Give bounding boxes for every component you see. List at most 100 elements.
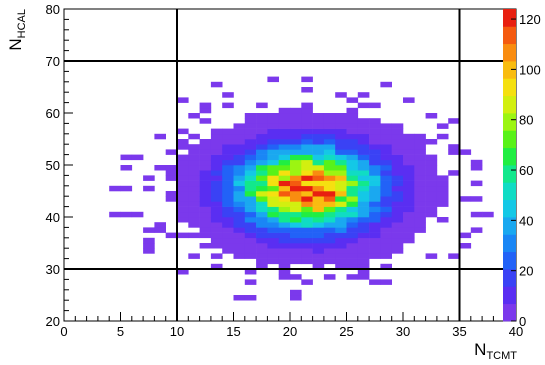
heatmap-bin — [222, 154, 234, 161]
heatmap-bin — [335, 237, 347, 244]
heatmap-bin — [335, 217, 347, 223]
heatmap-bin — [312, 237, 325, 244]
heatmap-bin — [210, 201, 223, 207]
heatmap-bin — [256, 144, 268, 150]
heatmap-bin — [369, 211, 381, 218]
heatmap-bin — [199, 243, 212, 249]
heatmap-bin — [222, 149, 234, 155]
y-axis-title-sub: HCAL — [16, 9, 28, 38]
heatmap-bin — [459, 243, 472, 249]
heatmap-bin — [267, 128, 279, 135]
heatmap-bin — [267, 258, 279, 265]
heatmap-bin — [244, 196, 257, 202]
heatmap-bin — [470, 211, 483, 218]
heatmap-bin — [323, 123, 336, 129]
heatmap-bin — [267, 159, 279, 166]
heatmap-bin — [233, 123, 246, 129]
heatmap-bin — [222, 232, 234, 239]
heatmap-bin — [391, 170, 404, 176]
heatmap-bin — [380, 191, 392, 197]
heatmap-bin — [335, 185, 347, 192]
heatmap-bin — [403, 139, 415, 145]
heatmap-bin — [369, 175, 381, 181]
heatmap-bin — [199, 175, 212, 181]
heatmap-bin — [244, 149, 257, 155]
y-tick-label: 70 — [46, 54, 60, 69]
heatmap-bin — [177, 185, 189, 192]
heatmap-bin — [403, 201, 415, 207]
heatmap-bin — [414, 133, 426, 140]
y-tick-label: 20 — [46, 314, 60, 329]
heatmap-bin — [256, 102, 268, 109]
heatmap-bin — [278, 139, 291, 145]
heatmap-bin — [425, 185, 438, 192]
heatmap-bin — [346, 201, 359, 207]
heatmap-bin — [278, 227, 291, 233]
heatmap-bin — [357, 191, 370, 197]
heatmap-bin — [312, 196, 325, 202]
heatmap-bin — [357, 232, 370, 239]
heatmap-bin — [233, 227, 246, 233]
heatmap-bin — [233, 191, 246, 197]
heatmap-bin — [222, 180, 234, 187]
heatmap-bin — [357, 269, 370, 275]
heatmap-bin — [436, 180, 449, 187]
heatmap-bin — [414, 206, 426, 213]
heatmap-bin — [403, 180, 415, 187]
heatmap-bin — [403, 237, 415, 244]
heatmap-bin — [369, 102, 381, 109]
heatmap-bin — [233, 253, 246, 259]
heatmap-bin — [414, 159, 426, 166]
heatmap-bin — [267, 180, 279, 187]
heatmap-bin — [414, 201, 426, 207]
heatmap-bin — [244, 159, 257, 166]
heatmap-bin — [436, 123, 449, 129]
heatmap-bin — [188, 232, 200, 239]
z-tick-label: 60 — [519, 163, 533, 178]
heatmap-bin — [459, 232, 472, 239]
heatmap-bin — [301, 258, 313, 265]
heatmap-bin — [357, 170, 370, 176]
heatmap-bin — [470, 196, 483, 202]
heatmap-bin — [143, 175, 155, 181]
heatmap-bin — [256, 170, 268, 176]
heatmap-bin — [403, 154, 415, 161]
heatmap-bin — [312, 133, 325, 140]
heatmap-bin — [267, 217, 279, 223]
heatmap-bin — [323, 113, 336, 119]
color-scale-segment — [503, 43, 516, 62]
heatmap-bin — [403, 217, 415, 223]
heatmap-bin — [143, 227, 155, 233]
heatmap-bin — [244, 222, 257, 228]
heatmap-bin — [391, 217, 404, 223]
heatmap-bin — [425, 180, 438, 187]
heatmap-bin — [290, 107, 302, 114]
heatmap-bin — [165, 165, 178, 171]
heatmap-bin — [346, 217, 359, 223]
heatmap-bin — [120, 211, 133, 218]
heatmap-bin — [278, 180, 291, 187]
x-tick-label: 25 — [339, 324, 353, 339]
heatmap-bin — [346, 144, 359, 150]
heatmap-bin — [188, 211, 200, 218]
heatmap-bin — [346, 149, 359, 155]
heatmap-bin — [369, 279, 381, 285]
heatmap-bin — [323, 222, 336, 228]
heatmap-bin — [278, 144, 291, 150]
z-tick-label: 0 — [519, 314, 526, 329]
x-tick-label: 20 — [283, 324, 297, 339]
color-scale-segment — [503, 165, 516, 183]
z-tick-label: 80 — [519, 113, 533, 128]
heatmap-bin — [290, 295, 302, 301]
heatmap-bin — [414, 227, 426, 233]
heatmap-bin — [244, 118, 257, 124]
heatmap-bin — [199, 185, 212, 192]
heatmap-bin — [470, 227, 483, 233]
heatmap-bin — [188, 201, 200, 207]
heatmap-bin — [188, 191, 200, 197]
heatmap-bin — [256, 159, 268, 166]
heatmap-bin — [244, 128, 257, 135]
y-tick-label: 40 — [46, 210, 60, 225]
heatmap-bin — [290, 222, 302, 228]
heatmap-bin — [357, 149, 370, 155]
